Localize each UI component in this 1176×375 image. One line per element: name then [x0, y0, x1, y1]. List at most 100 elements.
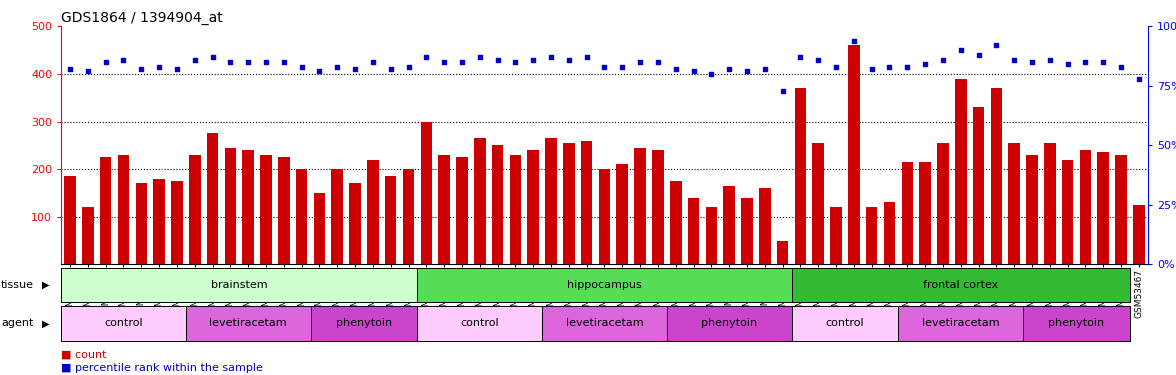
- Point: [737, 69, 756, 75]
- Bar: [296, 169, 307, 264]
- Text: control: control: [826, 318, 864, 328]
- Text: agent: agent: [1, 318, 34, 328]
- Point: [630, 59, 649, 65]
- Bar: [118, 155, 129, 264]
- Point: [239, 59, 258, 65]
- Point: [1094, 59, 1112, 65]
- Text: brainstem: brainstem: [211, 280, 268, 290]
- Bar: [777, 241, 788, 264]
- Bar: [1115, 155, 1127, 264]
- Point: [435, 59, 454, 65]
- Bar: [189, 155, 201, 264]
- Point: [203, 54, 222, 60]
- Point: [1004, 57, 1023, 63]
- Bar: [1027, 155, 1037, 264]
- Bar: [314, 193, 326, 264]
- Point: [577, 54, 596, 60]
- Text: levetiracetam: levetiracetam: [209, 318, 287, 328]
- Bar: [1097, 153, 1109, 264]
- Bar: [527, 150, 539, 264]
- Point: [648, 59, 667, 65]
- Bar: [349, 183, 361, 264]
- Bar: [367, 160, 379, 264]
- Point: [898, 64, 917, 70]
- Bar: [902, 162, 913, 264]
- Point: [523, 57, 542, 63]
- Text: control: control: [461, 318, 499, 328]
- Point: [595, 64, 614, 70]
- Point: [1076, 59, 1095, 65]
- Point: [453, 59, 472, 65]
- Bar: [1080, 150, 1091, 264]
- Point: [417, 54, 436, 60]
- Bar: [278, 157, 289, 264]
- Bar: [616, 164, 628, 264]
- Text: levetiracetam: levetiracetam: [922, 318, 1000, 328]
- Point: [987, 42, 1005, 48]
- Bar: [955, 79, 967, 264]
- Bar: [563, 143, 575, 264]
- Point: [1041, 57, 1060, 63]
- Bar: [225, 148, 236, 264]
- Bar: [421, 122, 432, 264]
- Point: [274, 59, 293, 65]
- Point: [292, 64, 310, 70]
- Point: [560, 57, 579, 63]
- Bar: [1062, 160, 1074, 264]
- Point: [114, 57, 133, 63]
- Bar: [100, 157, 112, 264]
- Text: ■ percentile rank within the sample: ■ percentile rank within the sample: [61, 363, 263, 373]
- Text: ▶: ▶: [42, 280, 49, 290]
- Text: frontal cortex: frontal cortex: [923, 280, 998, 290]
- Point: [667, 66, 686, 72]
- Point: [880, 64, 898, 70]
- Bar: [634, 148, 646, 264]
- Bar: [474, 138, 486, 264]
- Point: [613, 64, 632, 70]
- Text: phenytoin: phenytoin: [1049, 318, 1104, 328]
- Bar: [653, 150, 663, 264]
- Point: [328, 64, 347, 70]
- Point: [684, 69, 703, 75]
- Point: [773, 87, 791, 93]
- Bar: [759, 188, 770, 264]
- Point: [934, 57, 953, 63]
- Text: ■ count: ■ count: [61, 350, 107, 359]
- Point: [96, 59, 115, 65]
- Bar: [509, 155, 521, 264]
- Bar: [599, 169, 610, 264]
- Point: [702, 71, 721, 77]
- Point: [720, 66, 739, 72]
- Point: [221, 59, 240, 65]
- Text: control: control: [105, 318, 142, 328]
- Bar: [82, 207, 94, 264]
- Bar: [688, 198, 700, 264]
- Point: [1129, 76, 1148, 82]
- Bar: [153, 178, 165, 264]
- Bar: [973, 107, 984, 264]
- Point: [542, 54, 561, 60]
- Bar: [332, 169, 343, 264]
- Bar: [830, 207, 842, 264]
- Point: [167, 66, 186, 72]
- Bar: [385, 176, 396, 264]
- Bar: [883, 202, 895, 264]
- Bar: [456, 157, 468, 264]
- Point: [755, 66, 774, 72]
- Bar: [1044, 143, 1056, 264]
- Bar: [65, 176, 75, 264]
- Bar: [937, 143, 949, 264]
- Bar: [813, 143, 824, 264]
- Bar: [990, 88, 1002, 264]
- Point: [310, 69, 329, 75]
- Bar: [242, 150, 254, 264]
- Bar: [172, 181, 182, 264]
- Bar: [920, 162, 931, 264]
- Bar: [135, 183, 147, 264]
- Point: [132, 66, 151, 72]
- Bar: [670, 181, 682, 264]
- Point: [951, 47, 970, 53]
- Text: hippocampus: hippocampus: [567, 280, 642, 290]
- Point: [827, 64, 846, 70]
- Point: [969, 52, 988, 58]
